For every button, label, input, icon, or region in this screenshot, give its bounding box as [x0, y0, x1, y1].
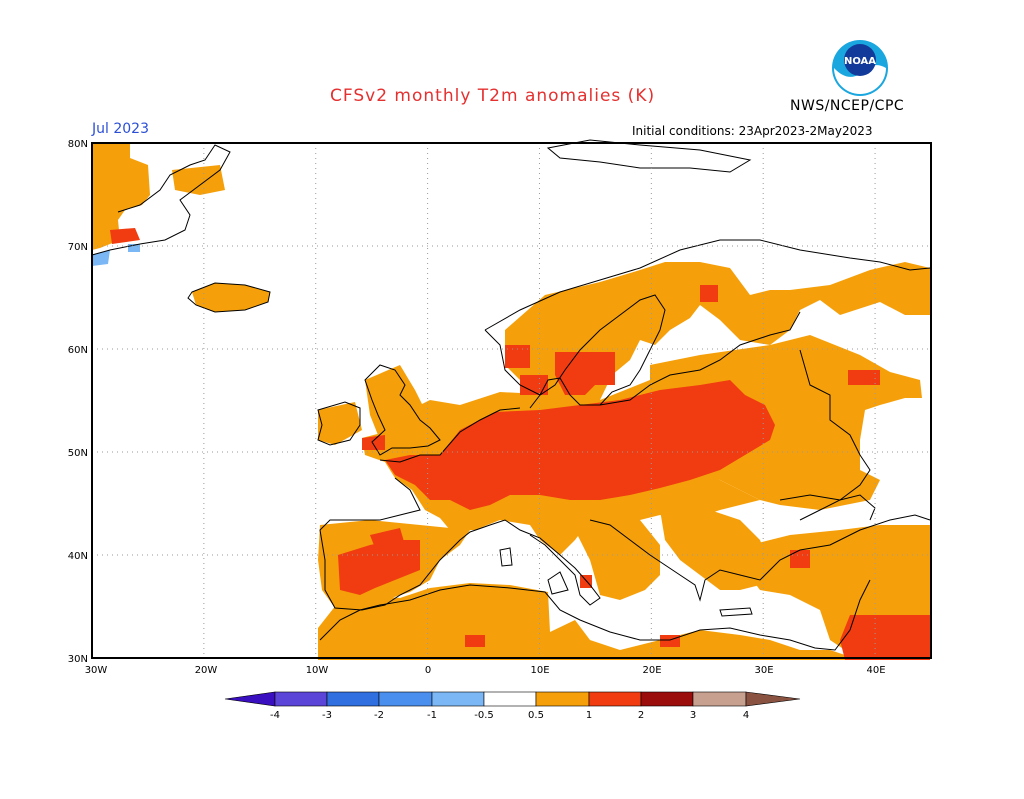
anomaly-region	[555, 352, 615, 395]
coastline	[799, 349, 871, 521]
anomaly-region	[318, 402, 362, 445]
coastline	[91, 144, 231, 256]
anomaly-region	[660, 510, 770, 590]
coastline	[187, 282, 271, 313]
colorbar-segment	[483, 691, 537, 707]
latitude-labels: 80N 70N 60N 50N 40N 30N	[68, 139, 88, 665]
map-frame	[91, 142, 932, 659]
colorbar-label: 2	[638, 710, 644, 721]
lon-label: 0	[425, 665, 431, 676]
longitude-labels: 30W 20W 10W 0 10E 20E 30E 40E	[85, 665, 886, 676]
lat-label: 50N	[68, 448, 88, 459]
lon-label: 20E	[642, 665, 661, 676]
lat-label: 40N	[68, 551, 88, 562]
lon-label: 20W	[195, 665, 218, 676]
coastline	[779, 494, 876, 521]
colorbar-label: -3	[322, 710, 332, 721]
initial-conditions-label: Initial conditions: 23Apr2023-2May2023	[632, 124, 873, 138]
colorbar-segment	[692, 691, 747, 707]
anomaly-region	[790, 550, 810, 568]
coastline	[499, 547, 513, 567]
colorbar-segment	[326, 691, 380, 707]
colorbar-label: 0.5	[528, 710, 544, 721]
anomaly-region	[575, 490, 660, 600]
colorbar-segment	[378, 691, 433, 707]
coastline	[319, 477, 601, 611]
anomaly-region	[362, 435, 385, 450]
lon-label: 40E	[866, 665, 885, 676]
anomaly-region	[192, 283, 270, 312]
coastline	[484, 239, 931, 331]
coastline	[364, 364, 441, 456]
anomaly-region	[338, 540, 420, 595]
anomaly-region	[660, 635, 680, 647]
month-label: Jul 2023	[92, 121, 149, 137]
anomaly-region	[110, 228, 140, 244]
lon-label: 10W	[306, 665, 329, 676]
colorbar-segment	[588, 691, 642, 707]
noaa-logo-icon: NOAA	[832, 40, 888, 96]
coastline	[319, 579, 871, 651]
lon-label: 30W	[85, 665, 108, 676]
lat-label: 80N	[68, 139, 88, 150]
lon-label: 10E	[530, 665, 549, 676]
anomaly-region	[848, 370, 880, 385]
anomaly-region	[700, 285, 718, 302]
lat-label: 70N	[68, 242, 88, 253]
coastline	[379, 407, 521, 463]
coastline	[529, 311, 801, 409]
anomaly-region	[580, 575, 592, 588]
anomaly-region	[465, 635, 485, 647]
colorbar-segment	[431, 691, 485, 707]
colorbar-label: 4	[743, 710, 749, 721]
colorbar-label: -0.5	[474, 710, 494, 721]
anomaly-region	[318, 583, 860, 660]
colorbar-label: -4	[270, 710, 280, 721]
anomaly-region	[172, 165, 225, 195]
colorbar-segment	[224, 691, 276, 707]
colorbar-label: -1	[427, 710, 437, 721]
anomaly-region	[505, 345, 530, 368]
colorbar-segment	[274, 691, 328, 707]
anomaly-region	[385, 380, 775, 510]
coastline	[484, 294, 666, 406]
anomaly-region	[840, 615, 930, 660]
anomaly-region	[92, 143, 150, 250]
coastline	[589, 514, 931, 602]
colorbar-label: 1	[586, 710, 592, 721]
colorbar-label: 3	[690, 710, 696, 721]
colorbar-label: -2	[374, 710, 384, 721]
map-gridlines	[92, 143, 931, 658]
anomaly-layer	[92, 143, 930, 660]
colorbar-segment	[535, 691, 590, 707]
coastline	[317, 401, 361, 446]
coastline	[547, 571, 569, 595]
lat-label: 30N	[68, 654, 88, 665]
colorbar-segment	[745, 691, 801, 707]
map-title: CFSv2 monthly T2m anomalies (K)	[330, 86, 656, 106]
anomaly-region	[520, 375, 548, 395]
logo-text: NOAA	[844, 56, 876, 67]
lon-label: 30E	[754, 665, 773, 676]
colorbar: -4 -3 -2 -1 -0.5 0.5 1 2 3 4	[224, 691, 801, 721]
lat-label: 60N	[68, 345, 88, 356]
anomaly-region	[370, 528, 405, 548]
organization-label: NWS/NCEP/CPC	[790, 98, 905, 114]
colorbar-segment	[640, 691, 694, 707]
coastline	[546, 139, 752, 173]
coastline	[719, 607, 753, 617]
